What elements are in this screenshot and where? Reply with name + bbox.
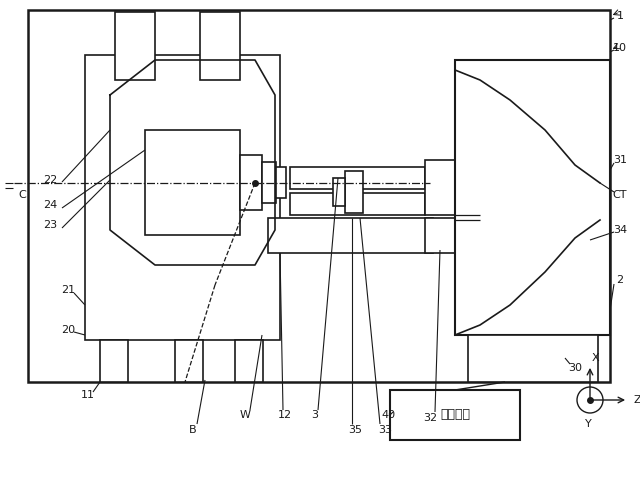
- Bar: [85, 55, 280, 340]
- Bar: [276, 167, 286, 198]
- Bar: [262, 162, 276, 203]
- Text: 34: 34: [613, 225, 627, 235]
- Bar: [235, 340, 263, 382]
- Bar: [145, 130, 240, 235]
- Bar: [333, 178, 345, 206]
- Bar: [468, 335, 598, 382]
- Text: 35: 35: [348, 425, 362, 435]
- Bar: [290, 167, 425, 189]
- Text: 40: 40: [381, 410, 395, 420]
- Bar: [175, 340, 203, 382]
- Text: 制御装置: 制御装置: [440, 409, 470, 422]
- Bar: [240, 155, 262, 210]
- Text: 1: 1: [616, 11, 623, 21]
- Text: X: X: [591, 353, 599, 363]
- Bar: [200, 12, 240, 80]
- Text: 11: 11: [81, 390, 95, 400]
- Bar: [268, 218, 433, 253]
- Bar: [28, 10, 610, 382]
- Text: B: B: [189, 425, 197, 435]
- Bar: [100, 340, 128, 382]
- Text: 32: 32: [423, 413, 437, 423]
- Text: 12: 12: [278, 410, 292, 420]
- Text: CT: CT: [612, 190, 627, 200]
- Text: 2: 2: [616, 275, 623, 285]
- Text: 21: 21: [61, 285, 75, 295]
- Text: Y: Y: [584, 419, 591, 429]
- Bar: [345, 171, 363, 213]
- Text: 20: 20: [61, 325, 75, 335]
- Text: C: C: [18, 190, 26, 200]
- Text: 30: 30: [568, 363, 582, 373]
- Text: 23: 23: [43, 220, 57, 230]
- Text: Z: Z: [633, 395, 640, 405]
- Bar: [115, 12, 155, 80]
- Text: 3: 3: [312, 410, 319, 420]
- Text: 33: 33: [378, 425, 392, 435]
- Text: 31: 31: [613, 155, 627, 165]
- Text: 10: 10: [613, 43, 627, 53]
- Text: W: W: [239, 410, 250, 420]
- Bar: [455, 60, 610, 335]
- Bar: [390, 390, 520, 440]
- Text: 22: 22: [43, 175, 57, 185]
- Bar: [425, 160, 455, 215]
- Bar: [290, 193, 425, 215]
- Text: 24: 24: [43, 200, 57, 210]
- Bar: [425, 218, 455, 253]
